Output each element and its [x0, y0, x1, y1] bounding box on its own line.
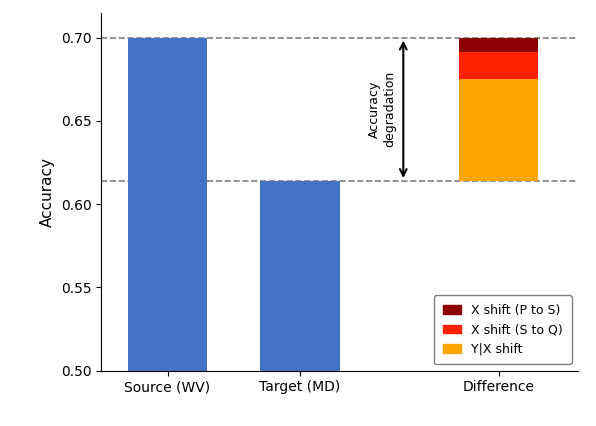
Y-axis label: Accuracy: Accuracy — [41, 157, 55, 227]
Bar — [260, 181, 340, 371]
Legend: X shift (P to S), X shift (S to Q), Y|X shift: X shift (P to S), X shift (S to Q), Y|X … — [434, 295, 572, 364]
Bar — [459, 52, 538, 78]
Bar — [128, 38, 207, 371]
Bar — [459, 38, 538, 52]
Bar — [459, 78, 538, 181]
Text: Accuracy
degradation: Accuracy degradation — [368, 71, 396, 147]
